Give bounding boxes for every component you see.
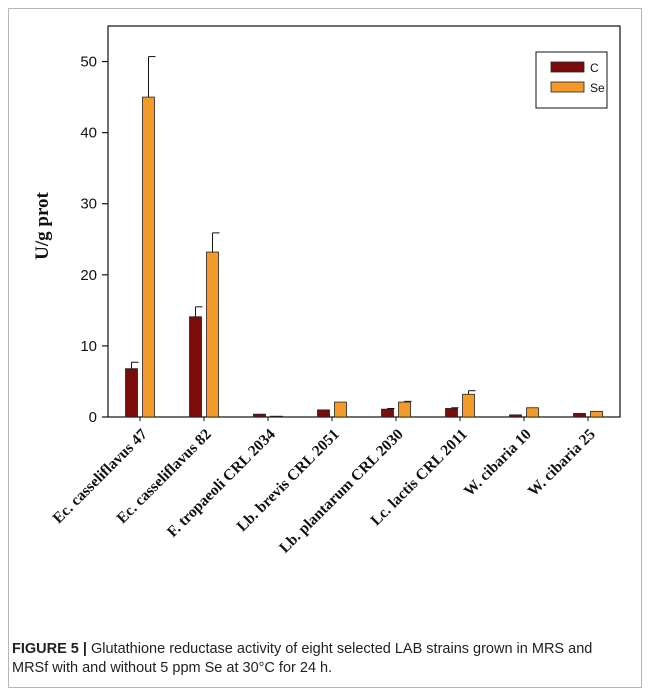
bar-se-7 [526, 407, 539, 418]
plot-frame [107, 25, 621, 418]
y-tick-label: 20 [80, 267, 97, 284]
bar-se-1 [142, 96, 155, 418]
legend-label-se: Se [590, 81, 605, 95]
bar-se-5 [398, 401, 411, 418]
bar-c-7 [509, 414, 522, 418]
bar-c-4 [317, 409, 330, 418]
bar-se-4 [334, 401, 347, 418]
x-tick-label: F. tropaeoli CRL 2034 [164, 426, 279, 541]
y-tick-label: 40 [80, 125, 97, 142]
y-tick-label: 50 [80, 54, 97, 71]
bar-se-3 [270, 415, 283, 418]
legend: C Se [535, 51, 608, 109]
bar-c-2 [189, 316, 202, 418]
bar-se-2 [206, 251, 219, 418]
legend-swatch-se [550, 81, 585, 93]
bar-c-8 [573, 413, 586, 418]
x-tick-label: Lb. plantarum CRL 2030 [276, 426, 407, 557]
caption-label: FIGURE 5 | [12, 641, 87, 657]
bar-c-6 [445, 408, 458, 418]
x-tick-label: W. cibaria 25 [525, 426, 599, 500]
bar-se-6 [462, 393, 475, 418]
caption-text: Glutathione reductase activity of eight … [12, 641, 593, 676]
bar-c-1 [125, 368, 138, 418]
bar-c-3 [253, 413, 266, 418]
legend-swatch-c [550, 61, 585, 73]
y-tick-label: 0 [89, 409, 97, 426]
figure-caption: FIGURE 5 | Glutathione reductase activit… [12, 640, 612, 678]
x-tick-label: W. cibaria 10 [461, 426, 535, 500]
legend-label-c: C [590, 61, 599, 75]
y-tick-label: 10 [80, 338, 97, 355]
bar-c-5 [381, 408, 394, 418]
bar-se-8 [590, 410, 603, 418]
y-axis-label: U/g prot [32, 191, 53, 259]
y-tick-label: 30 [80, 196, 97, 213]
figure-frame [8, 8, 642, 688]
legend-box [535, 51, 608, 109]
